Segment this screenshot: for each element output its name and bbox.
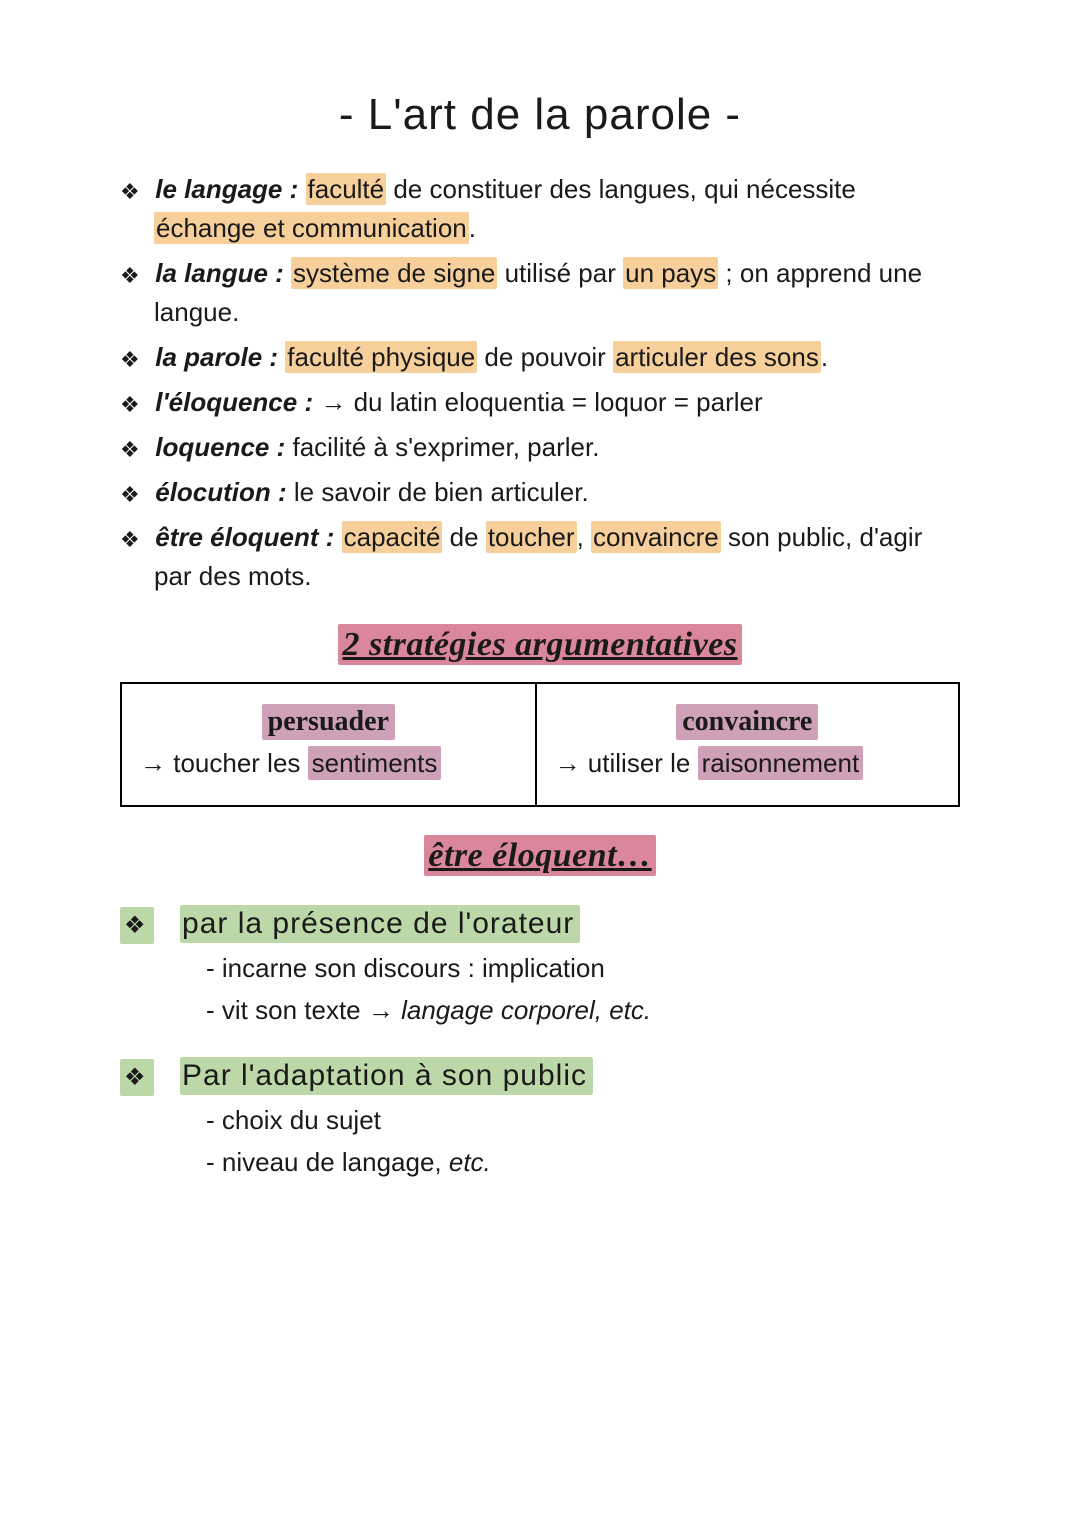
item-text: niveau de langage, (222, 1147, 449, 1177)
def-text: de (442, 522, 485, 552)
diamond-icon: ❖ (120, 523, 148, 556)
block-label: Par l'adaptation à son public (180, 1057, 593, 1095)
diamond-icon: ❖ (120, 175, 148, 208)
def-text: → du latin eloquentia = loquor = parler (313, 387, 763, 417)
col-head-label: persuader (262, 704, 395, 740)
highlight: articuler des sons (613, 341, 821, 373)
def-text: , (577, 522, 591, 552)
def-text: de constituer des langues, qui nécessite (386, 174, 856, 204)
def-text: utilisé par (497, 258, 623, 288)
section-label: être éloquent… (424, 835, 655, 876)
page: - L'art de la parole - ❖ le langage : fa… (0, 0, 1080, 1525)
def-text: facilité à s'exprimer, parler. (285, 432, 599, 462)
block-label: par la présence de l'orateur (180, 905, 580, 943)
def-item: ❖ être éloquent : capacité de toucher, c… (120, 518, 960, 596)
def-item: ❖ l'éloquence : → du latin eloquentia = … (120, 383, 960, 422)
table-cell: → utiliser le raisonnement (536, 740, 959, 806)
block-header: ❖ par la présence de l'orateur (120, 905, 960, 944)
table-row: persuader convaincre (121, 683, 959, 740)
block-header: ❖ Par l'adaptation à son public (120, 1057, 960, 1096)
term: loquence : (155, 432, 285, 462)
diamond-icon: ❖ (120, 388, 148, 421)
diamond-icon: ❖ (120, 343, 148, 376)
table-cell: → toucher les sentiments (121, 740, 536, 806)
diamond-icon: ❖ (120, 1059, 154, 1096)
page-title: - L'art de la parole - (120, 90, 960, 140)
definitions-list: ❖ le langage : faculté de constituer des… (120, 170, 960, 596)
column-header: convaincre (536, 683, 959, 740)
highlight: faculté physique (285, 341, 477, 373)
def-text: le savoir de bien articuler. (287, 477, 589, 507)
item-text-italic: langage corporel, etc. (401, 995, 651, 1025)
highlight: raisonnement (698, 746, 864, 780)
column-header: persuader (121, 683, 536, 740)
list-item: choix du sujet (206, 1100, 960, 1142)
item-text: vit son texte → (222, 995, 401, 1025)
block: ❖ par la présence de l'orateur incarne s… (120, 905, 960, 1031)
term: la langue : (155, 258, 284, 288)
table-row: → toucher les sentiments → utiliser le r… (121, 740, 959, 806)
highlight: système de signe (291, 257, 497, 289)
sub-list: choix du sujet niveau de langage, etc. (120, 1100, 960, 1183)
highlight: échange et communication (154, 212, 469, 244)
section-heading: être éloquent… (120, 837, 960, 875)
def-item: ❖ le langage : faculté de constituer des… (120, 170, 960, 248)
highlight: capacité (342, 521, 443, 553)
diamond-icon: ❖ (120, 433, 148, 466)
term: élocution : (155, 477, 286, 507)
highlight: faculté (306, 173, 387, 205)
term: la parole : (155, 342, 278, 372)
block: ❖ Par l'adaptation à son public choix du… (120, 1057, 960, 1183)
section-label: 2 stratégies argumentatives (338, 624, 741, 665)
highlight: toucher (486, 521, 577, 553)
diamond-icon: ❖ (120, 259, 148, 292)
highlight: convaincre (591, 521, 721, 553)
section-heading: 2 stratégies argumentatives (120, 626, 960, 664)
list-item: incarne son discours : implication (206, 948, 960, 990)
def-text: . (469, 213, 476, 243)
diamond-icon: ❖ (120, 478, 148, 511)
def-text: . (821, 342, 828, 372)
list-item: niveau de langage, etc. (206, 1142, 960, 1184)
sub-list: incarne son discours : implication vit s… (120, 948, 960, 1031)
strategies-table: persuader convaincre → toucher les senti… (120, 682, 960, 807)
highlight: un pays (623, 257, 718, 289)
def-item: ❖ loquence : facilité à s'exprimer, parl… (120, 428, 960, 467)
term: être éloquent : (155, 522, 334, 552)
term: le langage : (155, 174, 298, 204)
highlight: sentiments (308, 746, 442, 780)
list-item: vit son texte → langage corporel, etc. (206, 990, 960, 1032)
item-text-italic: etc. (449, 1147, 491, 1177)
eloquent-blocks: ❖ par la présence de l'orateur incarne s… (120, 905, 960, 1183)
def-item: ❖ la langue : système de signe utilisé p… (120, 254, 960, 332)
def-text: de pouvoir (477, 342, 613, 372)
def-item: ❖ la parole : faculté physique de pouvoi… (120, 338, 960, 377)
term: l'éloquence : (155, 387, 313, 417)
def-item: ❖ élocution : le savoir de bien articule… (120, 473, 960, 512)
col-head-label: convaincre (676, 704, 818, 740)
cell-text: → toucher les (140, 748, 308, 778)
cell-text: → utiliser le (555, 748, 698, 778)
diamond-icon: ❖ (120, 907, 154, 944)
